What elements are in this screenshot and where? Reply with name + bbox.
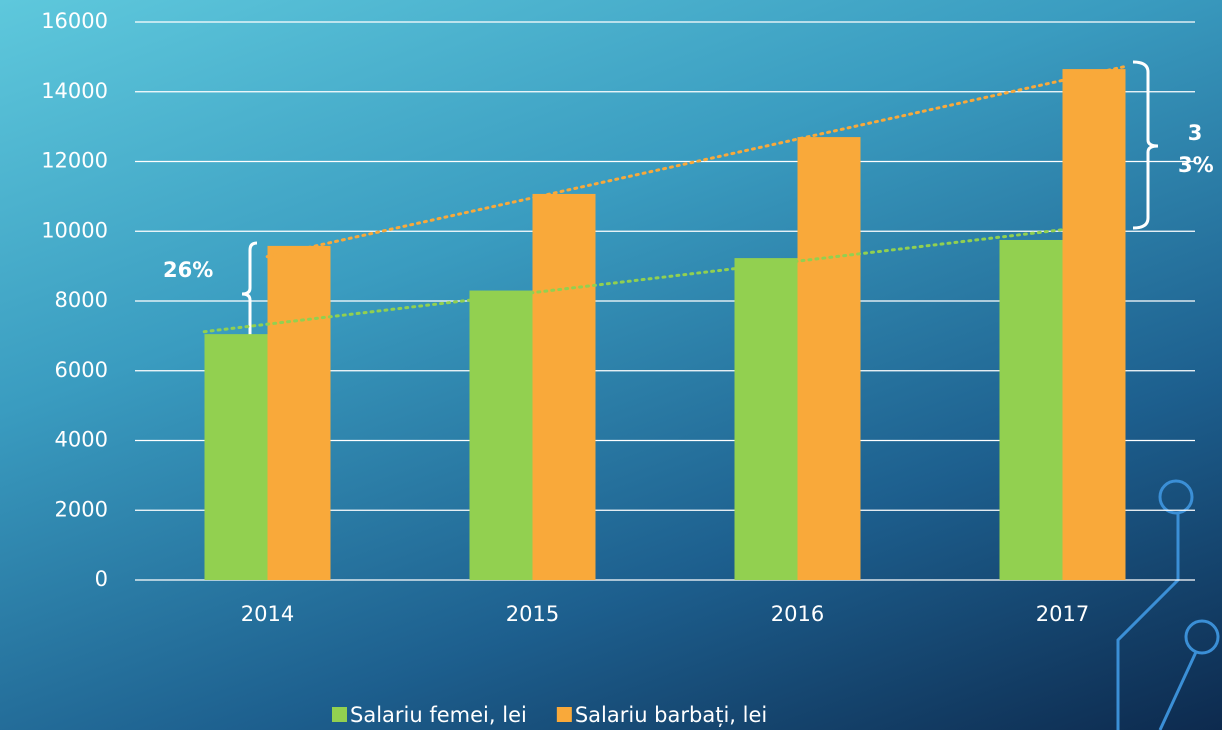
annotation: 33% xyxy=(1178,118,1212,181)
legend-swatch xyxy=(557,707,572,722)
legend-swatch xyxy=(332,707,347,722)
trendline xyxy=(204,230,1063,332)
bar xyxy=(798,137,861,580)
circuit-node xyxy=(1186,621,1218,653)
legend-label: Salariu femei, lei xyxy=(350,703,527,727)
bar xyxy=(533,194,596,580)
annotation: 26% xyxy=(163,258,213,282)
y-tick-label: 2000 xyxy=(55,497,108,521)
legend-label: Salariu barbați, lei xyxy=(575,703,767,727)
y-tick-label: 14000 xyxy=(41,79,108,103)
x-tick-label: 2017 xyxy=(1036,602,1089,626)
bracket-left xyxy=(242,243,257,343)
y-tick-label: 0 xyxy=(95,567,108,591)
y-tick-label: 16000 xyxy=(41,9,108,33)
y-tick-label: 10000 xyxy=(41,218,108,242)
bracket-right xyxy=(1133,62,1158,228)
chart: 0 2000 4000 6000 8000 10000 12000 14000 16000 201… xyxy=(0,0,1222,730)
bar xyxy=(735,258,798,580)
y-tick-label: 4000 xyxy=(55,428,108,452)
circuit-line xyxy=(1118,513,1178,730)
circuit-line xyxy=(1160,652,1196,730)
bar xyxy=(205,334,268,580)
y-tick-label: 8000 xyxy=(55,288,108,312)
y-tick-label: 12000 xyxy=(41,149,108,173)
bar xyxy=(1000,240,1063,580)
x-tick-label: 2014 xyxy=(241,602,294,626)
x-tick-label: 2015 xyxy=(506,602,559,626)
y-tick-label: 6000 xyxy=(55,358,108,382)
bar xyxy=(470,291,533,580)
bar xyxy=(268,246,331,580)
x-tick-label: 2016 xyxy=(771,602,824,626)
bar xyxy=(1063,69,1126,580)
decoration xyxy=(1118,481,1218,730)
slide: 0 2000 4000 6000 8000 10000 12000 14000 16000 201… xyxy=(0,0,1222,730)
circuit-node xyxy=(1160,481,1192,513)
